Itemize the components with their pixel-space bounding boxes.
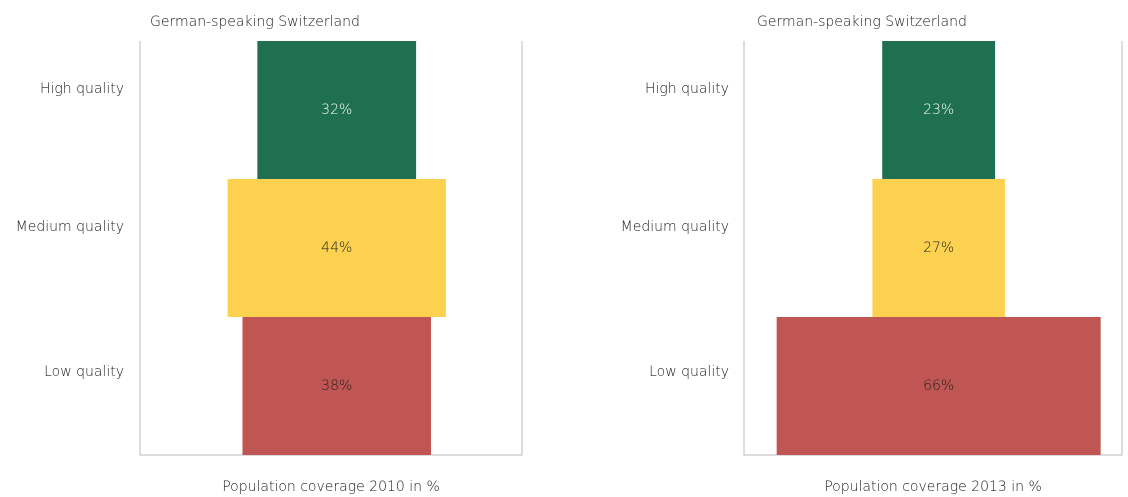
category-label: Low quality [649, 364, 729, 380]
bar [242, 317, 431, 455]
value-label: 23% [923, 102, 954, 118]
x-axis-label: Population coverage 2013 in % [824, 479, 1042, 495]
category-label: High quality [40, 81, 124, 97]
category-label: Medium quality [621, 219, 729, 235]
category-label: Low quality [44, 364, 124, 380]
bar [257, 41, 417, 179]
category-label: Medium quality [16, 219, 124, 235]
value-label: 66% [923, 378, 954, 394]
chart-title: German-speaking Switzerland [150, 14, 360, 30]
category-label: High quality [645, 81, 729, 97]
x-axis-label: Population coverage 2010 in % [222, 479, 440, 495]
value-label: 44% [321, 240, 352, 256]
chart-title: German-speaking Switzerland [757, 14, 967, 30]
value-label: 38% [321, 378, 352, 394]
bar [882, 41, 996, 179]
bar [227, 179, 446, 317]
value-label: 32% [321, 102, 352, 118]
bar [872, 179, 1005, 317]
bar [776, 317, 1101, 455]
value-label: 27% [923, 240, 954, 256]
